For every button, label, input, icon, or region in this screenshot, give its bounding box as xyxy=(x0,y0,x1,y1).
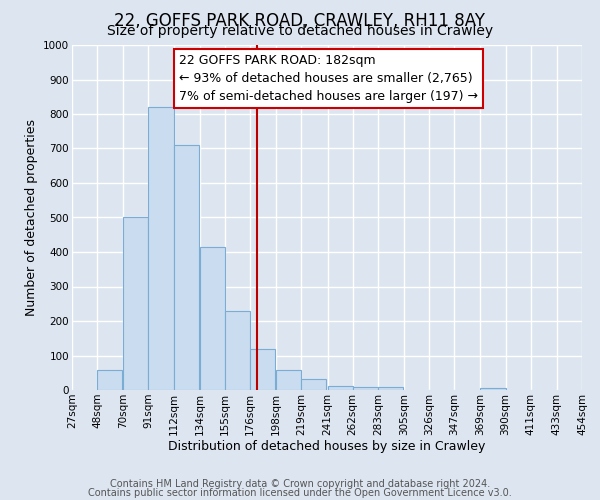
Y-axis label: Number of detached properties: Number of detached properties xyxy=(25,119,38,316)
Text: 22, GOFFS PARK ROAD, CRAWLEY, RH11 8AY: 22, GOFFS PARK ROAD, CRAWLEY, RH11 8AY xyxy=(115,12,485,30)
Text: Contains public sector information licensed under the Open Government Licence v3: Contains public sector information licen… xyxy=(88,488,512,498)
Bar xyxy=(97,370,122,390)
Bar xyxy=(148,107,173,390)
Bar xyxy=(173,145,199,390)
Bar xyxy=(276,370,301,390)
Text: Size of property relative to detached houses in Crawley: Size of property relative to detached ho… xyxy=(107,24,493,38)
Bar xyxy=(301,378,326,390)
Bar xyxy=(328,386,353,390)
Text: Contains HM Land Registry data © Crown copyright and database right 2024.: Contains HM Land Registry data © Crown c… xyxy=(110,479,490,489)
Bar xyxy=(225,310,250,390)
Bar xyxy=(200,247,225,390)
Bar xyxy=(481,388,506,390)
Bar xyxy=(378,387,403,390)
X-axis label: Distribution of detached houses by size in Crawley: Distribution of detached houses by size … xyxy=(169,440,485,454)
Bar xyxy=(250,348,275,390)
Bar xyxy=(353,386,378,390)
Bar xyxy=(124,218,148,390)
Text: 22 GOFFS PARK ROAD: 182sqm
← 93% of detached houses are smaller (2,765)
7% of se: 22 GOFFS PARK ROAD: 182sqm ← 93% of deta… xyxy=(179,54,478,102)
